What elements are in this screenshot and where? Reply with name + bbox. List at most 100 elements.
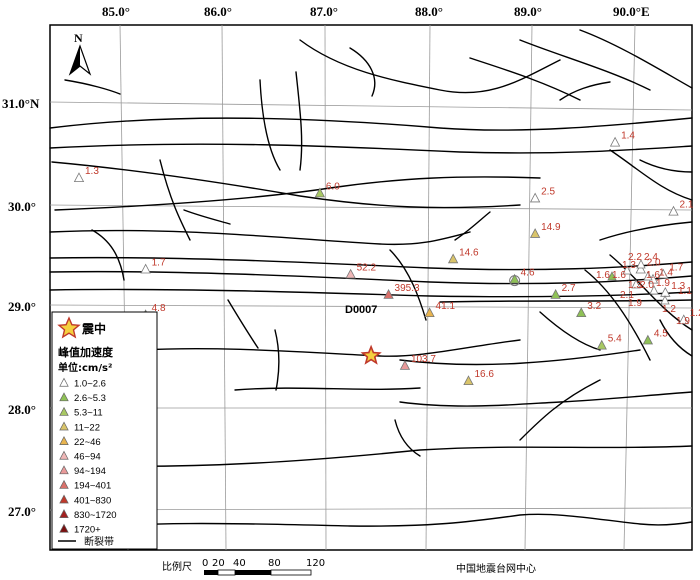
station-value-label: 14.9: [541, 222, 561, 233]
legend-class-label: 94~194: [74, 466, 106, 477]
legend-class-label: 1.0~2.6: [74, 379, 106, 390]
station-marker: [550, 288, 561, 299]
lon-tick-85: 85.0°: [102, 4, 130, 19]
legend-class-swatch: [59, 436, 69, 445]
legend-class-label: 194~401: [74, 481, 111, 492]
legend-class-swatch: [59, 406, 69, 416]
station-marker: [345, 268, 356, 279]
station-value-label: 2.7: [562, 283, 576, 294]
lat-tick-29: 29.0°: [8, 299, 36, 314]
scale-tick-40: 40: [233, 558, 246, 569]
station-marker: [140, 263, 151, 274]
station-value-label: 2.5: [541, 186, 555, 197]
cluster-label: 1.6: [612, 270, 626, 281]
legend-unit-label: 单位:cm/s²: [58, 361, 112, 374]
station-marker: [463, 375, 474, 386]
legend-class-label: 22~46: [74, 437, 101, 448]
station-value-label: 1.3: [85, 166, 99, 177]
lon-tick-87: 87.0°: [310, 4, 338, 19]
legend-class-swatch: [59, 523, 69, 533]
lat-tick-28: 28.0°: [8, 402, 36, 417]
legend-class-swatch: [59, 509, 69, 518]
legend-class-label: 11~22: [74, 422, 100, 433]
station-value-label: 1.4: [621, 131, 635, 142]
cluster-label: 1.6: [596, 270, 610, 281]
scale-tick-120: 120: [306, 558, 325, 569]
cluster-label: 1.9: [676, 316, 690, 327]
station-marker: [658, 268, 669, 279]
legend-class-swatch: [59, 392, 69, 402]
lat-tick-27: 27.0°: [8, 504, 36, 519]
legend-class-label: 2.6~5.3: [74, 393, 106, 404]
station-value-label: 103.7: [411, 354, 436, 365]
lon-tick-86: 86.0°: [204, 4, 232, 19]
cluster-label: 1.2: [662, 304, 676, 315]
station-marker: [576, 307, 587, 318]
north-arrow: N: [68, 31, 92, 76]
station-marker: [635, 263, 646, 274]
station-value-label: 6.0: [326, 181, 340, 192]
cluster-label: 1.3: [628, 280, 642, 291]
station-value-label: 1.2: [690, 308, 700, 319]
legend-fault-label: 断裂带: [84, 535, 114, 548]
station-value-label: 2.0: [647, 257, 661, 268]
lat-tick-30: 30.0°: [8, 199, 36, 214]
map-credit: 中国地震台网中心: [456, 562, 536, 575]
station-layer: 1.3 1.7 4.8 6.0 52.2 395.3 41.1 103.7 14.6 16.6 4.…: [73, 131, 700, 386]
legend-class-swatch: [59, 479, 69, 489]
station-marker: [642, 334, 654, 345]
station-value-label: 4.8: [152, 303, 166, 314]
scale-tick-80: 80: [268, 558, 281, 569]
legend-pga-title: 峰值加速度: [58, 345, 114, 359]
scale-tick-0: 0: [202, 558, 208, 569]
station-marker: [399, 360, 411, 370]
station-value-label: 52.2: [357, 263, 377, 274]
station-value-label: 1.7: [152, 257, 166, 268]
scale-tick-20: 20: [212, 558, 225, 569]
legend-class-swatch: [59, 465, 69, 475]
legend-class-swatch: [59, 377, 69, 387]
epicenter-star-icon: [360, 344, 382, 365]
station-value-label: 395.3: [395, 283, 420, 294]
station-value-label: 5.4: [608, 334, 622, 345]
station-value-label: 41.1: [436, 301, 456, 312]
lon-tick-90: 90.0°E: [613, 4, 650, 19]
legend-epicenter-label: 震中: [82, 321, 106, 336]
lat-tick-31: 31.0°N: [2, 96, 40, 111]
station-value-label: 2.1: [680, 200, 694, 211]
station-id-label: D0007: [345, 304, 377, 316]
legend: 震中 峰值加速度 单位:cm/s² 1.0~2.6 2.6~5.3 5.3~11 11…: [51, 311, 158, 550]
longitude-ticks: 85.0° 86.0° 87.0° 88.0° 89.0° 90.0°E: [102, 4, 650, 19]
station-marker: [678, 314, 689, 325]
station-value-label: 14.6: [459, 247, 479, 258]
station-value-label: 1.4: [659, 268, 673, 279]
latitude-ticks: 31.0°N 30.0° 29.0° 28.0° 27.0°: [2, 96, 40, 519]
legend-class-label: 1720+: [74, 525, 101, 536]
legend-class-label: 830~1720: [74, 510, 117, 521]
legend-classes: 1.0~2.6 2.6~5.3 5.3~11 11~22 22~46 46~94 94~19…: [59, 377, 117, 536]
legend-class-swatch: [59, 450, 69, 460]
station-marker: [447, 253, 459, 264]
cluster-label: 1.3: [622, 260, 636, 271]
station-value-label: 16.6: [475, 369, 495, 380]
station-marker: [668, 205, 679, 216]
station-marker: [596, 339, 607, 350]
lon-tick-89: 89.0°: [514, 4, 542, 19]
station-marker: [609, 136, 621, 147]
scale-bar: 比例尺 0 20 40 80 120: [162, 558, 325, 576]
legend-class-swatch: [59, 494, 69, 504]
station-cluster: 2.2 2.4 1.6 1.6 1.3 1.6 1.3 2.1 2.0 1.9 …: [596, 252, 692, 327]
cluster-label: 1.1: [678, 286, 692, 297]
cluster-label: 2.0: [640, 280, 654, 291]
north-label: N: [74, 31, 83, 45]
station-ring: [509, 275, 521, 287]
legend-class-label: 5.3~11: [74, 408, 103, 419]
station-marker: [509, 273, 520, 284]
station-marker: [73, 172, 85, 183]
cluster-label: 1.9: [628, 298, 642, 309]
station-value-label: 3.2: [587, 301, 601, 312]
station-marker: [314, 187, 326, 198]
legend-class-label: 401~830: [74, 495, 111, 506]
scale-title: 比例尺: [162, 560, 192, 573]
